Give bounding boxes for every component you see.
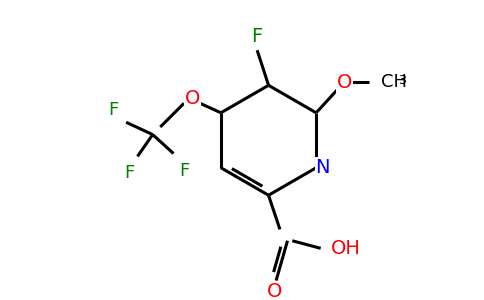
Text: OH: OH <box>331 239 361 258</box>
Text: F: F <box>252 28 263 46</box>
Text: CH: CH <box>380 74 407 92</box>
Text: O: O <box>337 73 352 92</box>
Text: F: F <box>124 164 134 182</box>
Text: O: O <box>267 282 282 300</box>
Text: O: O <box>185 89 200 108</box>
Text: F: F <box>109 101 119 119</box>
Text: 3: 3 <box>398 74 406 87</box>
Text: F: F <box>179 162 189 180</box>
Text: N: N <box>316 158 330 177</box>
